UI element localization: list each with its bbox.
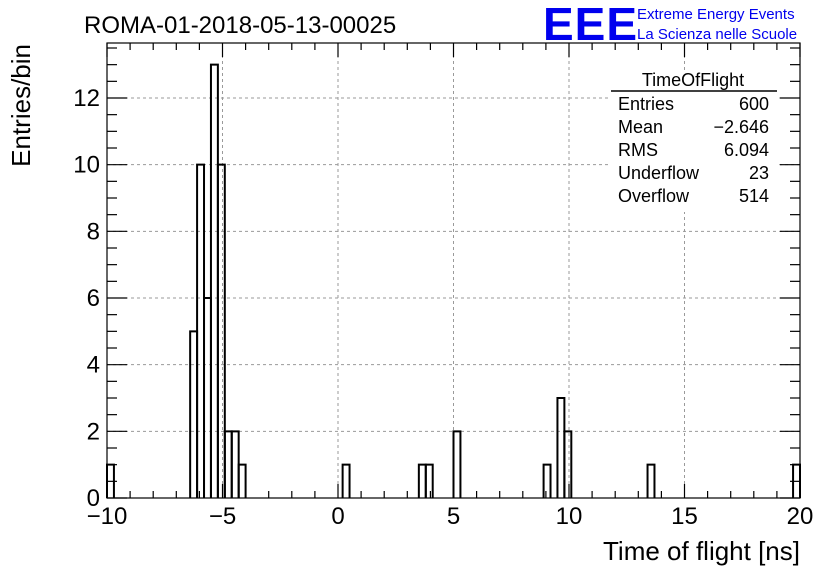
x-tick-label: 20 bbox=[787, 503, 814, 530]
y-axis-title: Entries/bin bbox=[6, 44, 36, 167]
logo-mark: EEE bbox=[543, 0, 638, 50]
histogram-bar bbox=[424, 463, 434, 498]
x-tick-label: −5 bbox=[209, 503, 236, 530]
x-axis-title: Time of flight [ns] bbox=[603, 536, 800, 566]
histogram-bar bbox=[646, 463, 656, 498]
y-tick-label: 8 bbox=[87, 218, 100, 245]
x-tick-label: −10 bbox=[87, 503, 128, 530]
x-tick-label: 0 bbox=[331, 503, 344, 530]
histogram-bar bbox=[542, 463, 552, 498]
histogram-bar bbox=[417, 463, 427, 498]
x-tick-label: 15 bbox=[671, 503, 698, 530]
stats-value-underflow: 23 bbox=[749, 163, 769, 183]
stats-label-entries: Entries bbox=[618, 94, 674, 114]
stats-box: TimeOfFlight Entries 600 Mean −2.646 RMS… bbox=[609, 70, 777, 212]
histogram-bar bbox=[203, 297, 212, 498]
x-tick-label: 5 bbox=[447, 503, 460, 530]
plot-title: ROMA-01-2018-05-13-00025 bbox=[84, 12, 396, 39]
histogram-bar bbox=[189, 330, 199, 498]
histogram-bar bbox=[230, 430, 240, 498]
y-tick-label: 2 bbox=[87, 418, 100, 445]
logo-line-1: Extreme Energy Events bbox=[637, 6, 795, 23]
histogram-bar bbox=[237, 463, 247, 498]
axis-ticks bbox=[106, 43, 801, 499]
histogram-bar bbox=[556, 397, 566, 498]
histogram-bar bbox=[223, 430, 233, 498]
y-tick-label: 0 bbox=[87, 485, 100, 512]
stats-box-title: TimeOfFlight bbox=[642, 70, 744, 90]
stats-value-rms: 6.094 bbox=[724, 140, 769, 160]
x-tick-label: 10 bbox=[556, 503, 583, 530]
logo-line-2: La Scienza nelle Scuole bbox=[637, 26, 797, 43]
stats-label-overflow: Overflow bbox=[618, 186, 690, 206]
stats-value-entries: 600 bbox=[739, 94, 769, 114]
stats-value-overflow: 514 bbox=[739, 186, 769, 206]
eee-logo: EEE Extreme Energy Events La Scienza nel… bbox=[543, 0, 797, 50]
histogram-bar bbox=[196, 163, 206, 498]
y-tick-label: 10 bbox=[73, 152, 100, 179]
stats-label-mean: Mean bbox=[618, 117, 663, 137]
stats-label-rms: RMS bbox=[618, 140, 658, 160]
stats-label-underflow: Underflow bbox=[618, 163, 700, 183]
stats-value-mean: −2.646 bbox=[713, 117, 769, 137]
y-tick-label: 4 bbox=[87, 352, 100, 379]
stats-box-background bbox=[609, 70, 777, 212]
histogram-bar bbox=[563, 430, 573, 498]
histogram-bar bbox=[216, 163, 226, 498]
tick-labels: −10 −5 0 5 10 15 20 0 2 4 6 8 10 12 bbox=[73, 85, 813, 530]
histogram-bar bbox=[452, 430, 462, 498]
y-tick-label: 6 bbox=[87, 285, 100, 312]
y-tick-label: 12 bbox=[73, 85, 100, 112]
histogram-bar bbox=[209, 63, 219, 498]
histogram-bar bbox=[341, 463, 351, 498]
